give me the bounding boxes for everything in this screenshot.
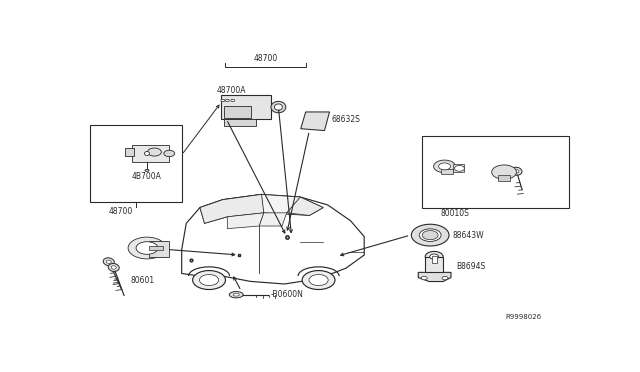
- Circle shape: [442, 276, 448, 280]
- Polygon shape: [259, 213, 287, 226]
- Bar: [425, 257, 443, 272]
- Bar: [454, 164, 465, 172]
- Bar: [224, 119, 256, 126]
- Ellipse shape: [514, 170, 519, 173]
- Circle shape: [412, 224, 449, 246]
- Circle shape: [193, 270, 225, 289]
- Circle shape: [454, 166, 465, 171]
- Circle shape: [438, 163, 451, 170]
- Text: R9998026: R9998026: [506, 314, 541, 320]
- Ellipse shape: [271, 101, 286, 113]
- Ellipse shape: [108, 263, 119, 272]
- Bar: [224, 106, 251, 118]
- Polygon shape: [227, 213, 264, 229]
- Ellipse shape: [145, 151, 150, 155]
- Circle shape: [128, 237, 166, 259]
- Circle shape: [200, 275, 219, 286]
- Bar: [431, 256, 436, 263]
- Bar: [132, 145, 169, 162]
- Text: B8694S: B8694S: [456, 262, 486, 271]
- Polygon shape: [182, 195, 364, 284]
- Bar: [221, 95, 271, 119]
- Text: 48700: 48700: [109, 207, 133, 216]
- Bar: [150, 241, 169, 257]
- Text: 80601: 80601: [131, 276, 155, 285]
- Ellipse shape: [145, 169, 149, 171]
- Text: 88643W: 88643W: [452, 231, 484, 240]
- Ellipse shape: [511, 167, 522, 175]
- Ellipse shape: [147, 148, 161, 156]
- Text: 4B700A: 4B700A: [132, 172, 162, 181]
- Ellipse shape: [106, 260, 111, 263]
- Circle shape: [302, 270, 335, 289]
- Bar: [422, 136, 568, 208]
- Polygon shape: [200, 195, 323, 223]
- Bar: [440, 169, 453, 174]
- Bar: [125, 148, 134, 156]
- Polygon shape: [287, 197, 323, 215]
- Polygon shape: [419, 272, 451, 282]
- Circle shape: [434, 160, 456, 173]
- Text: 48700A: 48700A: [216, 86, 246, 95]
- Circle shape: [225, 99, 229, 102]
- Bar: [150, 246, 163, 250]
- Ellipse shape: [103, 258, 115, 266]
- Ellipse shape: [429, 254, 438, 259]
- Circle shape: [231, 99, 235, 102]
- Circle shape: [419, 229, 441, 241]
- Ellipse shape: [229, 292, 243, 298]
- Circle shape: [309, 275, 328, 286]
- Text: 48700: 48700: [253, 54, 277, 62]
- Ellipse shape: [425, 251, 443, 262]
- Ellipse shape: [275, 104, 282, 110]
- Circle shape: [421, 276, 428, 280]
- Bar: [90, 125, 182, 202]
- Text: -B0600N: -B0600N: [271, 290, 304, 299]
- Circle shape: [221, 99, 225, 102]
- Circle shape: [492, 165, 516, 179]
- Circle shape: [136, 242, 158, 254]
- Text: 80010S: 80010S: [440, 209, 469, 218]
- Ellipse shape: [164, 150, 175, 157]
- Bar: [498, 175, 510, 181]
- Polygon shape: [200, 195, 264, 223]
- Polygon shape: [301, 112, 330, 131]
- Ellipse shape: [233, 293, 239, 296]
- Text: 68632S: 68632S: [332, 115, 361, 124]
- Ellipse shape: [111, 266, 116, 269]
- Circle shape: [422, 231, 438, 240]
